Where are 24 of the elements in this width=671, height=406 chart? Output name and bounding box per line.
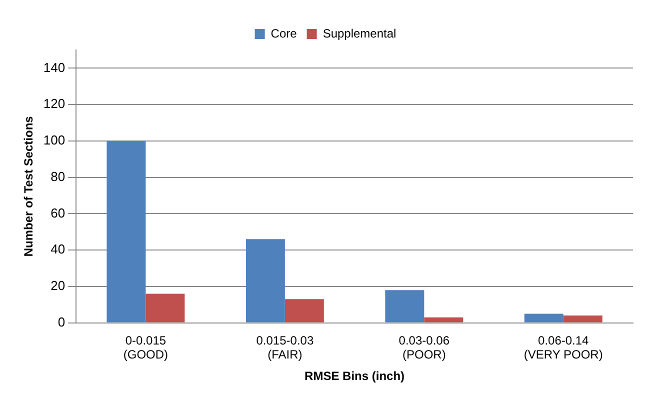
x-tick-label: 0.015-0.03 (FAIR) (256, 333, 314, 362)
y-tick-label: 40 (50, 242, 66, 257)
bar (524, 314, 564, 322)
legend-label: Supplemental (322, 26, 396, 40)
bar (246, 239, 285, 322)
bar (385, 290, 424, 322)
legend-label: Core (270, 26, 298, 40)
y-tick-label: 140 (43, 60, 66, 75)
bar (106, 140, 146, 322)
bar (563, 316, 602, 322)
bar (284, 299, 324, 322)
y-axis-title: Number of Test Sections (22, 116, 36, 257)
bar (146, 294, 185, 322)
y-tick-label: 100 (43, 132, 66, 148)
y-tick-label: 120 (43, 96, 66, 112)
y-tick-label: 80 (50, 168, 66, 184)
x-tick-label: 0.06-0.14 (VERY POOR) (524, 333, 603, 362)
y-tick-label: 20 (50, 278, 66, 294)
y-tick-label: 60 (50, 205, 66, 220)
y-tick-label: 0 (58, 314, 66, 330)
x-tick-label: 0.03-0.06 (POOR) (398, 333, 450, 362)
bar (424, 317, 464, 322)
x-tick-label: 0-0.015 (GOOD) (123, 333, 168, 362)
x-axis-title: RMSE Bins (inch) (304, 369, 405, 384)
